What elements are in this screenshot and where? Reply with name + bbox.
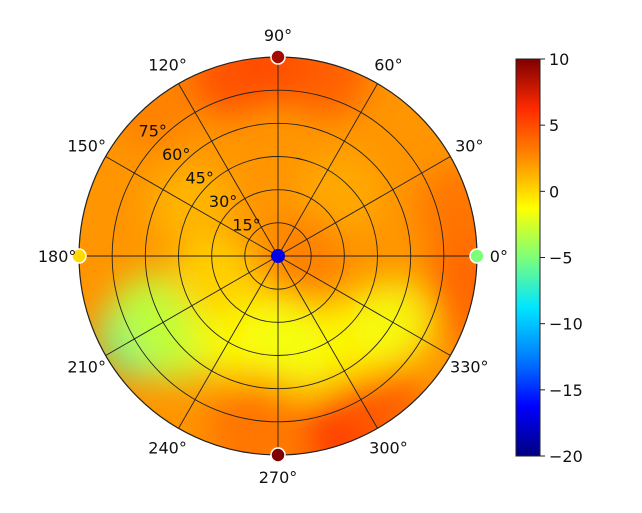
angle-tick-label: 210° xyxy=(67,357,106,376)
polar-plot-area: 0° 30° 60° 90° 120° 150° 180° 210° 240° 270° 300° 3… xyxy=(38,26,508,487)
angle-tick-label: 300° xyxy=(369,438,408,457)
heatmap-cell xyxy=(417,165,477,250)
angle-tick-label: 270° xyxy=(259,468,298,487)
data-marker xyxy=(270,447,286,463)
radial-tick-label: 60° xyxy=(162,145,190,164)
angular-gridline xyxy=(277,83,378,257)
colorbar: 10 5 0 −5 −10 −15 −20 xyxy=(515,50,583,466)
colorbar-tick-label: −15 xyxy=(549,381,583,400)
angle-tick-labels: 0° 30° 60° 90° 120° 150° 180° 210° 240° 270° 300° 3… xyxy=(38,26,508,487)
angle-tick-label: 30° xyxy=(455,137,483,156)
angle-tick-label: 0° xyxy=(490,247,508,266)
data-marker xyxy=(469,248,485,264)
angle-tick-label: 120° xyxy=(148,56,187,75)
colorbar-tick-label: −10 xyxy=(549,315,583,334)
data-marker xyxy=(271,249,285,263)
heatmap-cell xyxy=(298,151,383,236)
angle-tick-label: 180° xyxy=(38,247,77,266)
colorbar-tick-label: 0 xyxy=(549,182,559,201)
angular-gridline xyxy=(105,255,279,356)
polar-grid xyxy=(79,57,477,455)
angular-gridline xyxy=(277,255,451,356)
colorbar-ticks: 10 5 0 −5 −10 −15 −20 xyxy=(540,50,583,466)
angle-tick-label: 240° xyxy=(148,438,187,457)
radial-tick-label: 30° xyxy=(209,192,237,211)
colorbar-tick-label: 5 xyxy=(549,116,559,135)
heatmap-cell xyxy=(187,57,272,117)
radial-tick-label: 15° xyxy=(232,216,260,235)
angle-tick-label: 60° xyxy=(374,56,402,75)
colorbar-tick-label: −5 xyxy=(549,249,573,268)
radial-tick-labels: 15° 30° 45° 60° 75° xyxy=(139,122,261,235)
colorbar-tick-label: 10 xyxy=(549,50,569,69)
angular-gridline xyxy=(105,156,279,257)
radial-tick-label: 75° xyxy=(139,122,167,141)
angular-gridline xyxy=(178,255,279,429)
heatmap-cell xyxy=(284,57,369,117)
data-marker xyxy=(270,49,286,65)
heatmap-cell xyxy=(417,262,477,347)
data-marker xyxy=(71,248,87,264)
data-markers xyxy=(71,49,485,463)
angle-tick-label: 150° xyxy=(67,137,106,156)
angle-tick-label: 90° xyxy=(264,26,292,45)
radial-tick-label: 45° xyxy=(185,169,213,188)
angular-gridline xyxy=(178,83,279,257)
angular-gridline xyxy=(277,255,378,429)
colorbar-gradient xyxy=(515,58,541,457)
colorbar-tick-label: −20 xyxy=(549,447,583,466)
angle-tick-label: 330° xyxy=(450,357,489,376)
angular-gridline xyxy=(277,156,451,257)
